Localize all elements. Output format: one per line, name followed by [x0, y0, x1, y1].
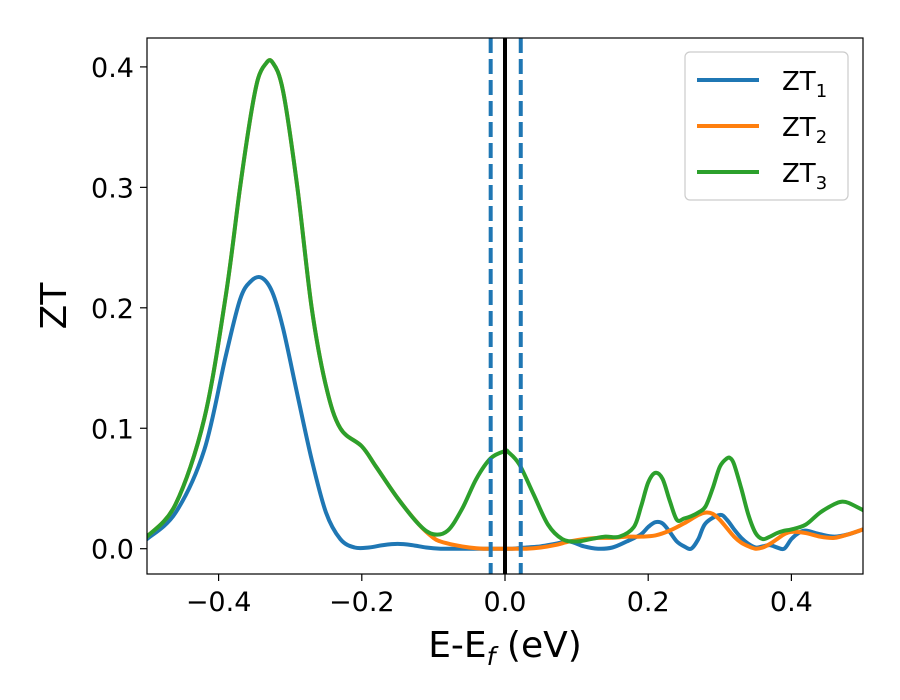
- legend: ZT1 ZT2 ZT3: [684, 51, 849, 201]
- x-axis-label: E-Ef (eV): [428, 625, 582, 671]
- x-tick-label: 0.4: [770, 587, 813, 618]
- x-tick-label: 0.0: [484, 587, 527, 618]
- legend-label-zt2: ZT2: [782, 113, 827, 148]
- x-tick-label: 0.2: [627, 587, 670, 618]
- x-axis-ticks: −0.4 −0.2 0.0 0.2 0.4: [186, 574, 813, 618]
- series-line-zt3: [147, 58, 863, 544]
- y-tick-label: 0.1: [91, 414, 134, 445]
- y-tick-label: 0.2: [91, 294, 134, 325]
- x-tick-label: −0.2: [329, 587, 395, 618]
- x-axis-label-suffix: (eV): [495, 625, 581, 666]
- vertical-lines: [488, 38, 523, 574]
- legend-label-zt1: ZT1: [782, 67, 827, 102]
- legend-label-zt3-sub: 3: [816, 173, 827, 194]
- legend-label-zt2-sub: 2: [816, 127, 827, 148]
- legend-label-zt1-sub: 1: [816, 81, 827, 102]
- y-axis-ticks: 0.0 0.1 0.2 0.3 0.4: [91, 53, 147, 566]
- y-tick-label: 0.0: [91, 535, 134, 566]
- legend-label-zt3: ZT3: [782, 159, 827, 194]
- y-tick-label: 0.3: [91, 173, 134, 204]
- series-layer: [147, 58, 863, 552]
- y-tick-label: 0.4: [91, 53, 134, 84]
- y-axis-label: ZT: [34, 282, 75, 330]
- x-tick-label: −0.4: [186, 587, 252, 618]
- legend-box: [684, 51, 849, 201]
